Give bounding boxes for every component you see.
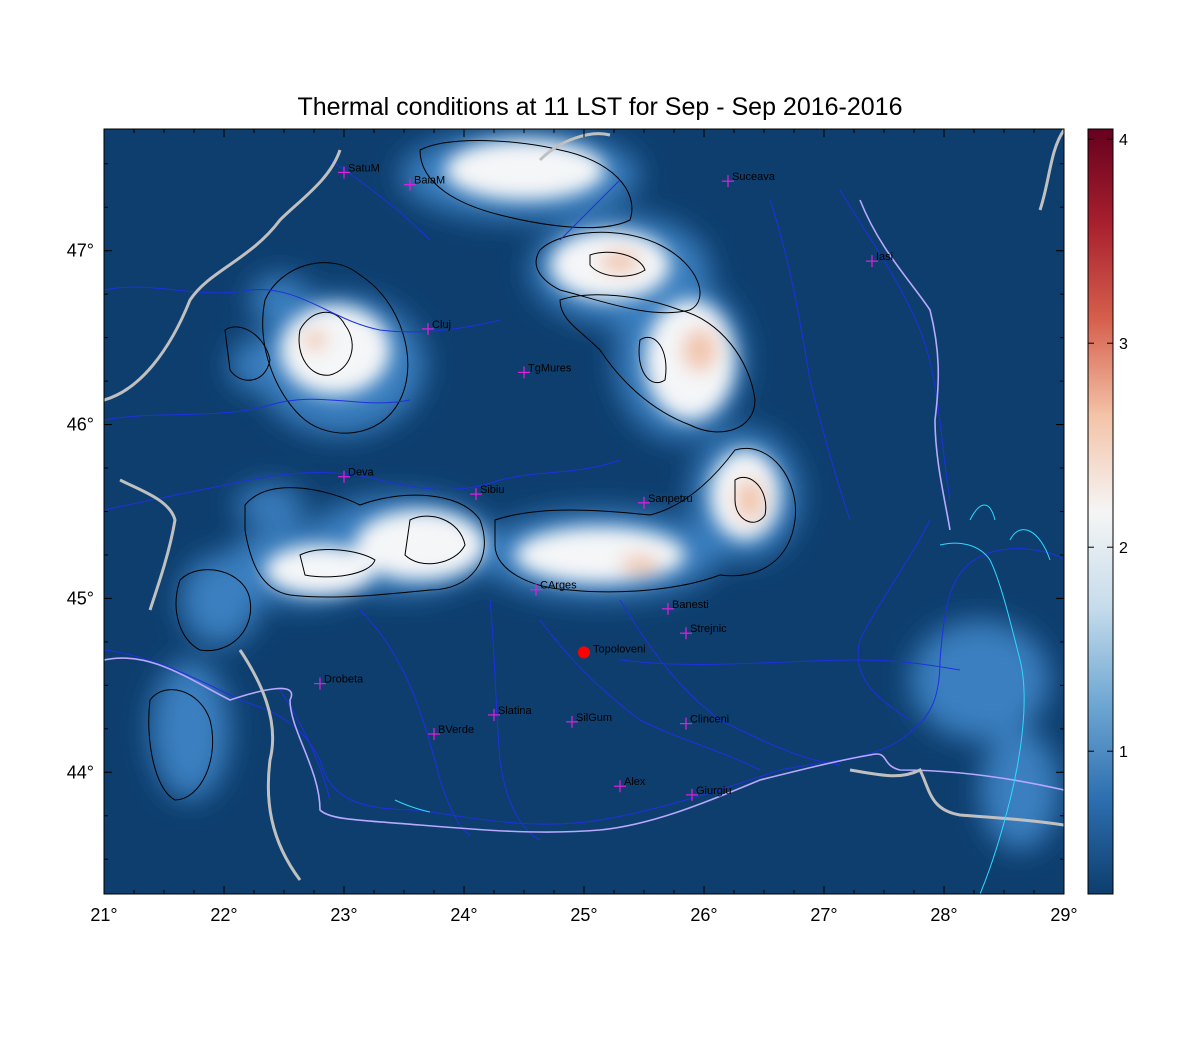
city-marker: Strejnic [680,623,727,640]
lon-tick-label: 24° [450,905,477,925]
city-label: TgMures [528,362,572,374]
lon-tick-label: 27° [810,905,837,925]
colorbar-tick-label: 4 [1119,132,1128,149]
map-area [104,129,1064,894]
lat-tick-label: 45° [67,588,94,608]
lon-tick-label: 23° [330,905,357,925]
national-border [104,657,1064,833]
city-marker: SilGum [566,712,612,728]
city-label: Sibiu [480,484,504,496]
city-marker: Drobeta [314,674,364,690]
city-marker: Cluj [422,319,451,335]
city-label: Strejnic [690,623,727,635]
city-marker: TgMures [518,362,572,379]
axes: 21° 22° 23° 24° 25° 26° 27° 28° 29° 44° 45° 46° 47° [67,129,1078,925]
city-marker: Slatina [488,705,533,721]
coastline [394,504,1051,894]
city-label: SilGum [576,712,612,724]
thermal-field-high [265,140,780,595]
rivers [104,159,1064,841]
lon-tick-label: 29° [1050,905,1077,925]
city-marker: Giurgiu [686,785,731,801]
lat-tick-label: 44° [67,762,94,782]
city-marker: Sibiu [470,484,504,501]
colorbar-ticks: 1 2 3 4 [1088,132,1128,761]
city-label: Giurgiu [696,785,731,797]
lon-tick-label: 25° [570,905,597,925]
city-marker: Sanpetru [638,493,693,509]
lat-tick-label: 47° [67,241,94,261]
city-marker: Alex [614,776,646,793]
colorbar-tick-label: 2 [1119,540,1128,557]
city-label: CArges [540,580,577,592]
cities-layer: SatuM BaiaM Suceava Iasi Cluj TgMures Deva Sibi… [314,162,893,801]
city-label: Clinceni [690,714,729,726]
city-label: Drobeta [324,674,364,686]
city-label: Banesti [672,599,709,611]
lon-tick-label: 21° [90,905,117,925]
highlight-layer: Topoloveni [578,643,646,659]
city-label: Alex [624,776,646,788]
city-label: Suceava [732,171,776,183]
city-label: Sanpetru [648,493,693,505]
lat-tick-label: 46° [67,415,94,435]
city-label: BaiaM [414,175,445,187]
lon-tick-label: 22° [210,905,237,925]
elevation-contours [148,140,797,801]
colorbar-gradient [1087,128,1114,895]
colorbar: 1 2 3 4 [1087,128,1128,895]
city-marker: SatuM [338,162,380,179]
city-label: Cluj [432,319,451,331]
city-marker: Iasi [866,251,893,268]
city-marker: Banesti [662,599,709,615]
map-title: Thermal conditions at 11 LST for Sep - S… [297,93,903,121]
city-label: SatuM [348,162,380,174]
city-marker: Suceava [722,171,776,188]
city-marker: Clinceni [680,714,729,730]
lon-tick-label: 26° [690,905,717,925]
city-marker: Deva [338,467,375,483]
city-marker: CArges [530,580,577,596]
highlight-site-dot [578,646,590,659]
city-label: Iasi [876,251,893,263]
city-marker: BaiaM [404,175,445,191]
city-label: Slatina [498,705,533,717]
city-label: BVerde [438,724,474,736]
colorbar-tick-label: 3 [1119,336,1128,353]
highlight-site-label: Topoloveni [593,643,646,655]
city-label: Deva [348,467,375,479]
city-marker: BVerde [428,724,474,741]
lon-tick-label: 28° [930,905,957,925]
neighbour-borders [104,129,1064,881]
colorbar-tick-label: 1 [1119,744,1128,761]
